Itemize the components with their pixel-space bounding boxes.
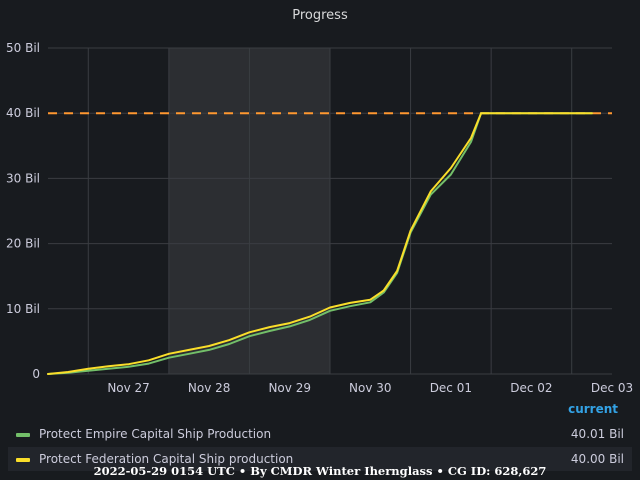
series-line-0 [47,112,593,375]
legend-row-empire[interactable]: Protect Empire Capital Ship Production 4… [8,422,632,446]
x-tick-label: Nov 27 [107,381,150,395]
legend-series-value: 40.01 Bil [570,427,624,441]
progress-line-chart: 0 10 Bil 20 Bil 30 Bil 40 Bil 50 Bil Nov 27 Nov… [6,41,633,395]
y-tick-label: 40 Bil [6,106,40,120]
y-tick-label: 0 [32,367,40,381]
legend-series-value: 40.00 Bil [570,452,624,466]
legend-series-name: Protect Empire Capital Ship Production [39,427,272,441]
x-tick-label: Nov 30 [349,381,392,395]
x-tick-label: Dec 03 [591,381,633,395]
y-tick-label: 10 Bil [6,302,40,316]
x-tick-label: Nov 28 [188,381,231,395]
x-tick-label: Dec 01 [430,381,472,395]
legend-row-federation[interactable]: Protect Federation Capital Ship producti… [8,447,632,471]
y-tick-label: 30 Bil [6,171,40,185]
y-tick-label: 50 Bil [6,41,40,55]
y-tick-label: 20 Bil [6,237,40,251]
legend-swatch-empire [16,433,30,437]
x-tick-label: Dec 02 [510,381,552,395]
footer-credit: 2022-05-29 0154 UTC • By CMDR Winter Ihe… [93,464,547,478]
legend-series-name: Protect Federation Capital Ship producti… [39,452,294,466]
x-tick-label: Nov 29 [268,381,311,395]
chart-title: Progress [292,8,348,23]
legend-current-header[interactable]: current [568,402,618,416]
legend-swatch-federation [16,458,30,462]
series-line-1 [47,112,593,375]
